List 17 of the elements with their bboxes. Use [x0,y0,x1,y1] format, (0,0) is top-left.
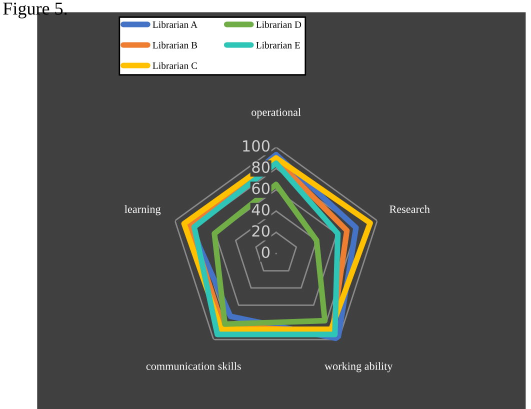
y-tick-label: 20 [252,225,270,237]
spoke-label: working ability [324,362,393,372]
spoke-label: learning [124,205,161,216]
spoke-label: operational [252,108,301,118]
y-tick-label: 100 [243,140,270,152]
legend-label: Librarian B [152,42,198,48]
y-tick-label: 60 [252,182,270,194]
y-tick-label: 80 [252,161,270,173]
spoke-label: Research [390,205,430,213]
spoke-label: communication skills [146,362,241,370]
y-tick-label: 0 [262,246,270,258]
caption: Figure 5. [3,2,67,18]
legend-label: Librarian E [256,42,300,48]
legend-label: Librarian C [152,62,198,70]
legend-label: Librarian A [152,21,198,28]
y-tick-label: 40 [252,204,270,216]
legend-label: Librarian D [256,21,302,28]
